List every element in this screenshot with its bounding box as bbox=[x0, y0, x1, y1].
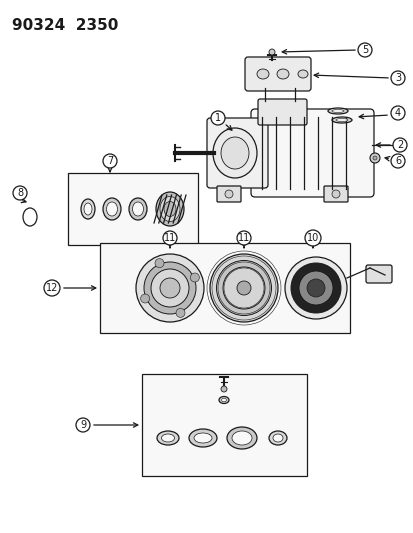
FancyBboxPatch shape bbox=[323, 186, 347, 202]
Ellipse shape bbox=[156, 192, 183, 226]
Circle shape bbox=[211, 111, 224, 125]
Ellipse shape bbox=[268, 431, 286, 445]
Ellipse shape bbox=[132, 202, 143, 216]
Ellipse shape bbox=[327, 108, 347, 114]
Ellipse shape bbox=[103, 198, 121, 220]
Ellipse shape bbox=[164, 201, 176, 216]
Text: 11: 11 bbox=[164, 233, 176, 243]
FancyBboxPatch shape bbox=[250, 109, 373, 197]
Ellipse shape bbox=[136, 254, 204, 322]
Ellipse shape bbox=[221, 137, 248, 169]
Text: 5: 5 bbox=[361, 45, 367, 55]
Circle shape bbox=[331, 190, 339, 198]
Ellipse shape bbox=[335, 118, 347, 122]
Circle shape bbox=[357, 43, 371, 57]
Ellipse shape bbox=[157, 431, 178, 445]
Ellipse shape bbox=[298, 271, 332, 305]
Ellipse shape bbox=[190, 273, 199, 282]
Ellipse shape bbox=[236, 281, 250, 295]
Ellipse shape bbox=[194, 433, 211, 443]
Ellipse shape bbox=[161, 434, 174, 442]
Bar bbox=[68, 173, 197, 245]
Text: 8: 8 bbox=[17, 188, 23, 198]
Circle shape bbox=[103, 154, 117, 168]
Circle shape bbox=[163, 231, 177, 245]
Ellipse shape bbox=[144, 262, 195, 314]
Circle shape bbox=[224, 190, 233, 198]
Circle shape bbox=[268, 49, 274, 55]
Ellipse shape bbox=[159, 278, 180, 298]
Text: 6: 6 bbox=[394, 156, 400, 166]
Ellipse shape bbox=[218, 397, 228, 403]
Ellipse shape bbox=[159, 197, 180, 222]
Ellipse shape bbox=[176, 309, 185, 317]
Ellipse shape bbox=[331, 109, 343, 112]
Ellipse shape bbox=[276, 69, 288, 79]
Ellipse shape bbox=[256, 69, 268, 79]
Circle shape bbox=[44, 280, 60, 296]
Ellipse shape bbox=[84, 203, 92, 215]
Ellipse shape bbox=[297, 70, 307, 78]
Text: 3: 3 bbox=[394, 73, 400, 83]
Ellipse shape bbox=[106, 202, 117, 216]
Circle shape bbox=[13, 186, 27, 200]
Text: 4: 4 bbox=[394, 108, 400, 118]
Ellipse shape bbox=[81, 199, 95, 219]
Ellipse shape bbox=[221, 398, 226, 402]
Text: 7: 7 bbox=[107, 156, 113, 166]
Circle shape bbox=[390, 154, 404, 168]
Ellipse shape bbox=[284, 257, 346, 319]
Text: 2: 2 bbox=[396, 140, 402, 150]
Circle shape bbox=[304, 230, 320, 246]
FancyBboxPatch shape bbox=[244, 57, 310, 91]
Ellipse shape bbox=[209, 254, 277, 322]
FancyBboxPatch shape bbox=[216, 186, 240, 202]
Circle shape bbox=[390, 71, 404, 85]
Ellipse shape bbox=[154, 259, 164, 268]
Text: 12: 12 bbox=[46, 283, 58, 293]
Circle shape bbox=[236, 231, 250, 245]
Ellipse shape bbox=[129, 198, 147, 220]
Ellipse shape bbox=[216, 261, 271, 316]
Ellipse shape bbox=[151, 269, 189, 307]
Text: 90324  2350: 90324 2350 bbox=[12, 18, 118, 33]
Ellipse shape bbox=[223, 267, 264, 309]
Circle shape bbox=[372, 156, 376, 160]
Circle shape bbox=[369, 153, 379, 163]
Circle shape bbox=[392, 138, 406, 152]
FancyBboxPatch shape bbox=[257, 99, 306, 125]
Circle shape bbox=[390, 106, 404, 120]
Text: 9: 9 bbox=[80, 420, 86, 430]
Bar bbox=[142, 374, 306, 476]
Text: 1: 1 bbox=[214, 113, 221, 123]
FancyBboxPatch shape bbox=[365, 265, 391, 283]
Ellipse shape bbox=[189, 429, 216, 447]
Circle shape bbox=[76, 418, 90, 432]
Ellipse shape bbox=[272, 434, 282, 442]
Ellipse shape bbox=[226, 427, 256, 449]
FancyBboxPatch shape bbox=[206, 118, 267, 188]
Ellipse shape bbox=[140, 294, 149, 303]
Ellipse shape bbox=[231, 431, 252, 445]
Ellipse shape bbox=[290, 263, 340, 313]
Ellipse shape bbox=[306, 279, 324, 297]
Circle shape bbox=[221, 386, 226, 392]
Ellipse shape bbox=[331, 117, 351, 123]
Text: 10: 10 bbox=[306, 233, 318, 243]
Bar bbox=[100, 243, 349, 333]
Ellipse shape bbox=[212, 128, 256, 178]
Text: 11: 11 bbox=[237, 233, 249, 243]
